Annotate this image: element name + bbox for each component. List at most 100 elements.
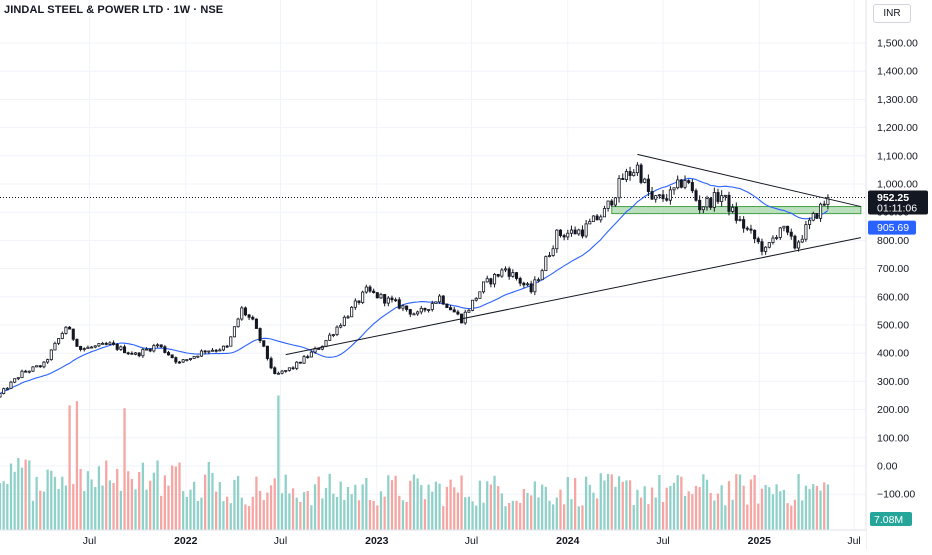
candle-body-up — [221, 345, 225, 351]
volume-bar — [533, 481, 536, 530]
candle-body-up — [335, 326, 339, 336]
volume-bar — [57, 488, 60, 530]
time-axis-bg — [0, 530, 866, 550]
candle-body-up — [342, 316, 346, 326]
candle-body-down — [456, 311, 460, 315]
y-tick-label: 1,100.00 — [877, 150, 918, 162]
volume-bar — [456, 492, 460, 530]
volume-bar — [519, 502, 522, 530]
candle — [192, 356, 196, 359]
volume-bar — [819, 490, 822, 530]
volume-bar — [222, 501, 225, 530]
candle — [547, 252, 552, 258]
candle-body-up — [731, 206, 735, 212]
volume-bar — [233, 479, 236, 530]
candle-body-up — [276, 372, 280, 375]
volume-bar — [716, 493, 720, 530]
candle — [749, 224, 753, 234]
volume-bar — [530, 495, 533, 530]
volume-bar — [764, 485, 767, 530]
candle-body-down — [745, 227, 749, 230]
x-tick-label: Jul — [274, 535, 287, 547]
candle — [280, 369, 284, 375]
candle-body-up — [635, 164, 639, 174]
candle — [390, 295, 394, 303]
volume-bar — [742, 485, 745, 530]
candle — [753, 229, 757, 244]
candle-body-up — [361, 291, 365, 303]
candle-body-down — [661, 194, 665, 200]
candle — [16, 377, 20, 381]
y-tick-label: −100.00 — [877, 489, 915, 501]
candle — [635, 162, 639, 176]
candle-body-down — [449, 307, 453, 311]
candle — [86, 345, 90, 349]
candle-body-down — [489, 278, 493, 285]
x-tick-label: 2022 — [174, 535, 198, 547]
candle — [518, 276, 522, 287]
candle-body-up — [31, 366, 35, 372]
candle — [375, 292, 379, 299]
candle-body-up — [485, 278, 489, 283]
candle — [617, 175, 621, 203]
volume-bar — [570, 499, 573, 530]
volume-bar — [185, 496, 188, 530]
candle-body-down — [753, 229, 757, 240]
candle-body-down — [573, 229, 577, 235]
candle — [679, 178, 683, 189]
volume-bar — [705, 479, 709, 530]
volume-bar — [163, 475, 166, 530]
volume-bar — [368, 500, 372, 530]
volume-bar — [720, 485, 723, 530]
candle-body-up — [188, 358, 193, 360]
candle-body-up — [86, 346, 90, 349]
candle-body-up — [328, 334, 332, 341]
candle-body-up — [606, 200, 610, 209]
candle-body-up — [64, 326, 68, 334]
y-tick-label: 0.00 — [877, 461, 898, 473]
candle-body-down — [317, 348, 321, 350]
volume-bar — [387, 475, 390, 530]
candle — [64, 326, 68, 335]
candle — [295, 361, 299, 371]
volume-bar — [94, 487, 97, 530]
candle — [210, 348, 215, 352]
volume-bar — [350, 494, 353, 530]
volume-bar — [665, 487, 668, 530]
y-tick-label: 400.00 — [877, 348, 909, 360]
candle — [815, 213, 819, 220]
x-tick-label: Jul — [656, 535, 669, 547]
candle — [134, 351, 138, 356]
candle-body-down — [38, 365, 42, 368]
volume-bar — [2, 481, 5, 530]
candle-body-up — [2, 388, 6, 394]
y-tick-label: 500.00 — [877, 320, 909, 332]
last-price-value: 952.25 — [877, 192, 909, 204]
candle — [108, 341, 112, 346]
candle — [185, 359, 189, 362]
candle — [599, 214, 603, 223]
volume-bar — [610, 474, 613, 530]
candle — [31, 366, 35, 372]
volume-bar — [555, 497, 558, 530]
candle-body-up — [90, 346, 94, 349]
candle — [203, 349, 207, 355]
candle — [463, 309, 467, 325]
candle-body-down — [298, 361, 302, 364]
currency-button[interactable]: INR — [873, 4, 911, 23]
candle — [46, 358, 50, 364]
volume-bar — [416, 478, 419, 530]
volume-bar — [625, 480, 628, 530]
candle — [584, 219, 588, 239]
candle — [782, 225, 786, 232]
volume-bar — [247, 506, 251, 530]
volume-bar — [709, 493, 712, 530]
gridlines — [0, 0, 866, 530]
candle-body-up — [826, 197, 830, 205]
candle — [196, 355, 200, 359]
volume-bar — [295, 497, 298, 530]
volume-bar — [702, 474, 705, 530]
candle-body-up — [416, 311, 420, 315]
